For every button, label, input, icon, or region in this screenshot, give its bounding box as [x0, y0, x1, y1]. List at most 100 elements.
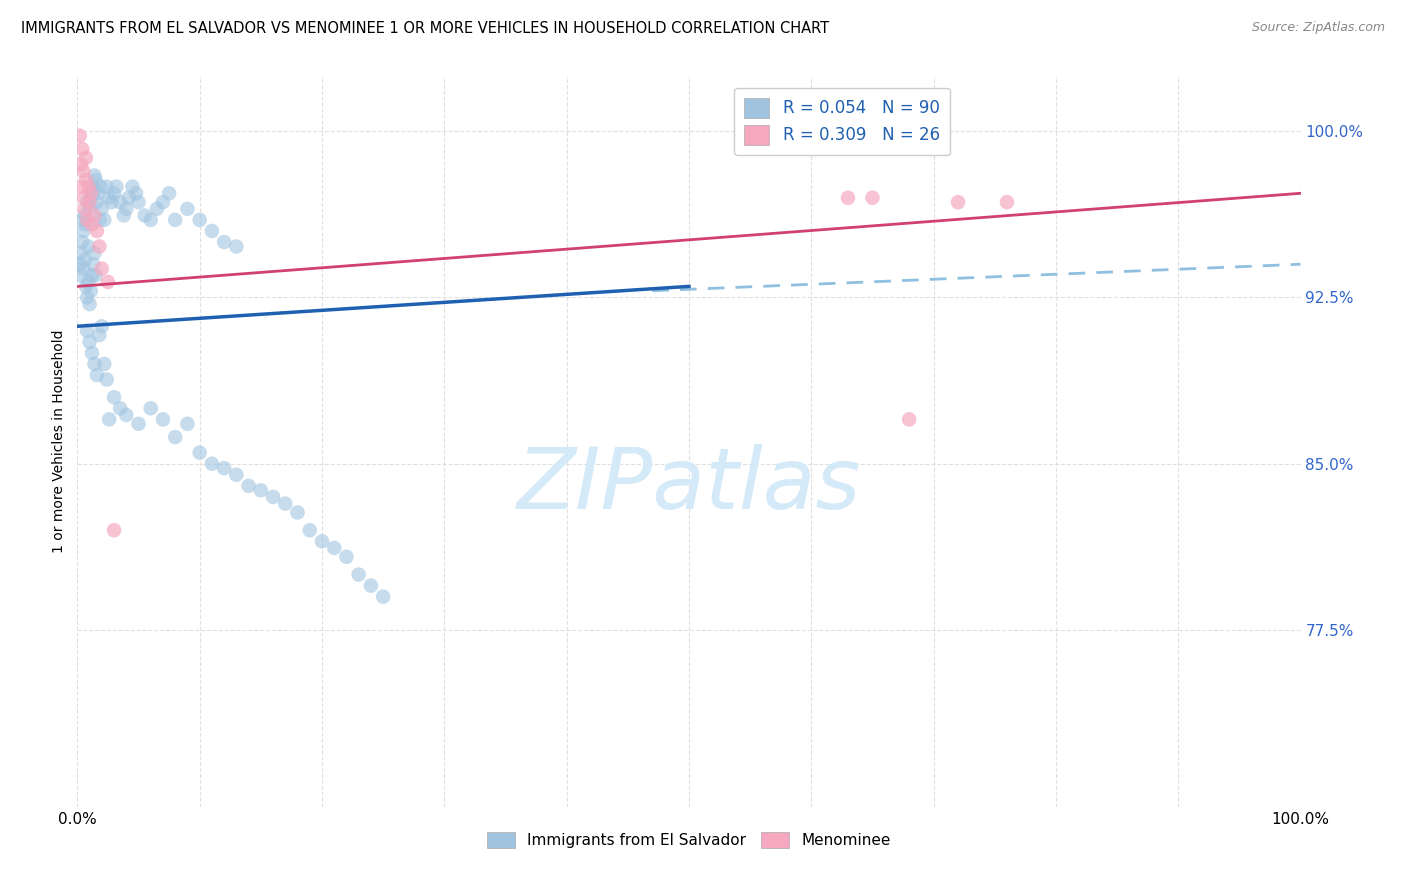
Text: Source: ZipAtlas.com: Source: ZipAtlas.com [1251, 21, 1385, 35]
Point [93, 357, 115, 371]
Point [70, 268, 93, 283]
Point [127, 417, 149, 431]
Point [335, 549, 357, 564]
Point [176, 417, 198, 431]
Point [98, 412, 121, 426]
Point [75, 217, 97, 231]
Point [225, 467, 247, 482]
Point [176, 202, 198, 216]
Point [188, 445, 211, 459]
Point [70, 235, 93, 249]
Point [238, 479, 260, 493]
Point [100, 195, 122, 210]
Point [800, 128, 823, 143]
Point [70, 179, 93, 194]
Point [298, 523, 321, 537]
Point [86, 195, 108, 210]
Point [70, 142, 93, 156]
Point [76, 195, 98, 210]
Point [225, 239, 247, 253]
Point [76, 324, 98, 338]
Point [80, 217, 103, 231]
Point [69, 128, 91, 143]
Y-axis label: 1 or more Vehicles in Household: 1 or more Vehicles in Household [52, 330, 66, 553]
Point [134, 209, 156, 223]
Point [69, 257, 91, 271]
Point [139, 401, 162, 416]
Point [89, 239, 111, 253]
Point [82, 257, 104, 271]
Point [121, 179, 143, 194]
Point [212, 235, 235, 249]
Point [287, 506, 309, 520]
Point [898, 412, 921, 426]
Point [946, 195, 969, 210]
Point [76, 213, 98, 227]
Point [311, 534, 333, 549]
Point [98, 191, 121, 205]
Point [89, 328, 111, 343]
Point [96, 179, 118, 194]
Point [105, 179, 128, 194]
Point [127, 195, 149, 210]
Point [86, 368, 108, 382]
Point [72, 224, 94, 238]
Point [112, 209, 135, 223]
Text: ZIPatlas: ZIPatlas [517, 444, 860, 527]
Point [837, 191, 859, 205]
Point [165, 213, 187, 227]
Point [371, 590, 394, 604]
Point [79, 202, 101, 216]
Point [73, 252, 96, 267]
Point [201, 457, 224, 471]
Point [80, 191, 103, 205]
Point [146, 202, 169, 216]
Point [73, 209, 96, 223]
Point [93, 213, 115, 227]
Point [75, 279, 97, 293]
Point [72, 261, 94, 276]
Point [139, 213, 162, 227]
Point [212, 461, 235, 475]
Point [97, 275, 120, 289]
Point [84, 173, 107, 187]
Point [115, 408, 138, 422]
Point [995, 195, 1018, 210]
Point [80, 186, 103, 201]
Point [80, 179, 103, 194]
Point [80, 346, 103, 360]
Point [80, 268, 103, 283]
Point [262, 490, 284, 504]
Point [103, 523, 125, 537]
Point [152, 195, 174, 210]
Point [108, 401, 131, 416]
Point [165, 430, 187, 444]
Point [83, 246, 105, 260]
Text: IMMIGRANTS FROM EL SALVADOR VS MENOMINEE 1 OR MORE VEHICLES IN HOUSEHOLD CORRELA: IMMIGRANTS FROM EL SALVADOR VS MENOMINEE… [21, 21, 830, 37]
Point [347, 567, 370, 582]
Point [70, 246, 93, 260]
Point [201, 224, 224, 238]
Point [77, 239, 100, 253]
Point [77, 179, 100, 194]
Point [86, 224, 108, 238]
Point [274, 497, 297, 511]
Point [83, 209, 105, 223]
Point [103, 186, 125, 201]
Point [82, 186, 104, 201]
Point [103, 390, 125, 404]
Point [84, 268, 107, 283]
Point [76, 290, 98, 304]
Point [90, 179, 112, 194]
Point [83, 357, 105, 371]
Point [89, 213, 111, 227]
Point [862, 191, 884, 205]
Point [79, 334, 101, 349]
Point [80, 284, 103, 298]
Point [157, 186, 180, 201]
Point [90, 202, 112, 216]
Point [96, 372, 118, 386]
Point [90, 261, 112, 276]
Point [72, 191, 94, 205]
Point [70, 213, 93, 227]
